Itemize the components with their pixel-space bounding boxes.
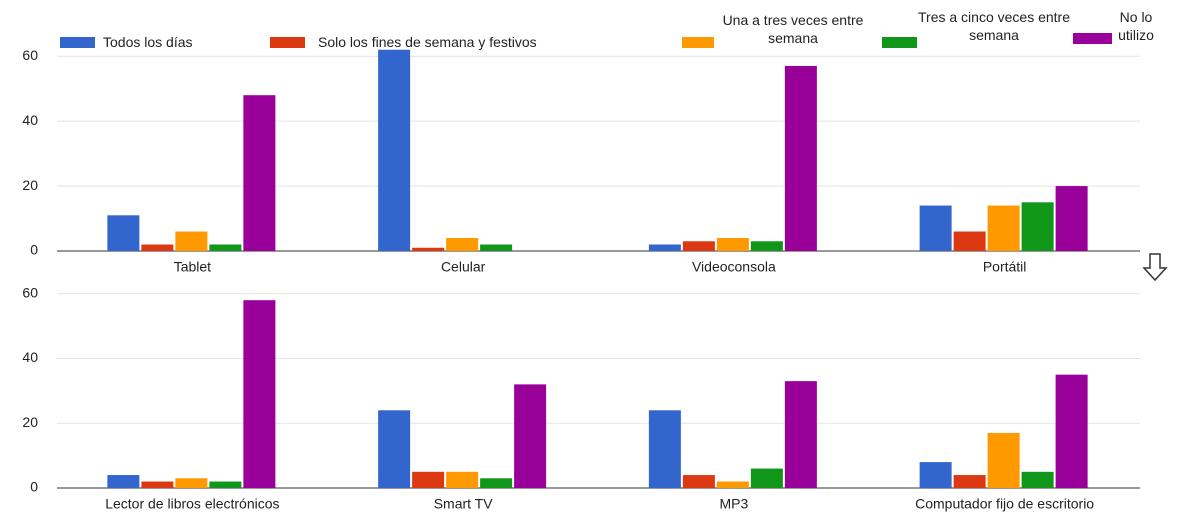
bar: [987, 432, 1020, 488]
legend-label: Tres a cinco veces entre semana: [918, 9, 1070, 43]
y-tick-label: 40: [22, 349, 38, 365]
bar: [175, 231, 208, 251]
bar: [141, 481, 174, 488]
y-tick-label: 0: [30, 479, 38, 495]
y-tick-label: 20: [22, 414, 38, 430]
bar: [412, 247, 445, 251]
legend-label: Solo los fines de semana y festivos: [318, 34, 537, 50]
y-tick-label: 40: [22, 112, 38, 128]
bar: [987, 205, 1020, 251]
bar: [446, 238, 479, 251]
y-tick-label: 60: [22, 284, 38, 300]
bar: [480, 244, 513, 251]
x-tick-label: Smart TV: [434, 496, 494, 512]
legend-label: Todos los días: [103, 34, 193, 50]
legend-label: No lo utilizo: [1118, 9, 1154, 43]
x-tick-label: Tablet: [174, 259, 211, 275]
x-tick-label: Videoconsola: [692, 259, 776, 275]
bar: [953, 231, 986, 251]
legend-swatch: [1073, 33, 1112, 44]
bar: [1055, 374, 1088, 488]
bar: [209, 244, 242, 251]
bar: [514, 384, 547, 488]
bar: [682, 241, 715, 251]
bar: [175, 478, 208, 488]
bar: [784, 381, 817, 488]
bar: [750, 468, 783, 488]
bar: [1055, 186, 1088, 251]
bar: [141, 244, 174, 251]
x-tick-label: MP3: [719, 496, 748, 512]
bar: [480, 478, 513, 488]
bar: [919, 205, 952, 251]
bar: [919, 462, 952, 488]
bar: [648, 410, 681, 488]
bar: [378, 410, 411, 488]
bar: [682, 475, 715, 488]
x-tick-label: Celular: [441, 259, 486, 275]
bar: [648, 244, 681, 251]
y-tick-label: 0: [30, 242, 38, 258]
bar: [716, 481, 749, 488]
bar: [446, 471, 479, 488]
bar: [1021, 471, 1054, 488]
bar: [107, 215, 140, 251]
bar: [716, 238, 749, 251]
x-tick-label: Lector de libros electrónicos: [105, 496, 279, 512]
y-tick-label: 20: [22, 177, 38, 193]
arrow-icon: [1142, 253, 1168, 282]
bar: [378, 49, 411, 251]
legend-swatch: [60, 37, 95, 48]
legend-label: Una a tres veces entre semana: [722, 12, 864, 46]
bar: [953, 475, 986, 488]
legend-swatch: [682, 37, 714, 48]
bar: [209, 481, 242, 488]
bar: [107, 475, 140, 488]
x-tick-label: Portátil: [983, 259, 1027, 275]
legend-swatch: [882, 37, 917, 48]
bar: [750, 241, 783, 251]
legend-swatch: [270, 37, 305, 48]
bar: [243, 300, 276, 488]
x-tick-label: Computador fijo de escritorio: [915, 496, 1094, 512]
bar: [784, 65, 817, 251]
bar: [1021, 202, 1054, 251]
y-tick-label: 60: [22, 47, 38, 63]
bar: [412, 471, 445, 488]
bar: [243, 95, 276, 251]
